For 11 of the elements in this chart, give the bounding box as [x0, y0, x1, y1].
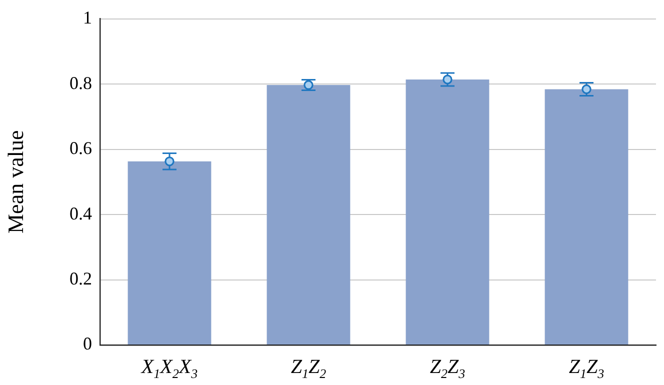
y-tick-label: 1 — [83, 8, 92, 28]
y-axis-title: Mean value — [2, 130, 28, 234]
bar — [406, 79, 490, 344]
y-tick-label: 0.8 — [70, 72, 92, 93]
y-tick-label: 0.4 — [70, 203, 92, 224]
y-tick-label: 0.2 — [70, 268, 92, 288]
bar — [128, 161, 212, 344]
bar — [544, 89, 628, 344]
y-tick-label: 0.6 — [70, 138, 92, 158]
bar — [266, 85, 350, 344]
y-tick-label: 0 — [83, 334, 92, 354]
